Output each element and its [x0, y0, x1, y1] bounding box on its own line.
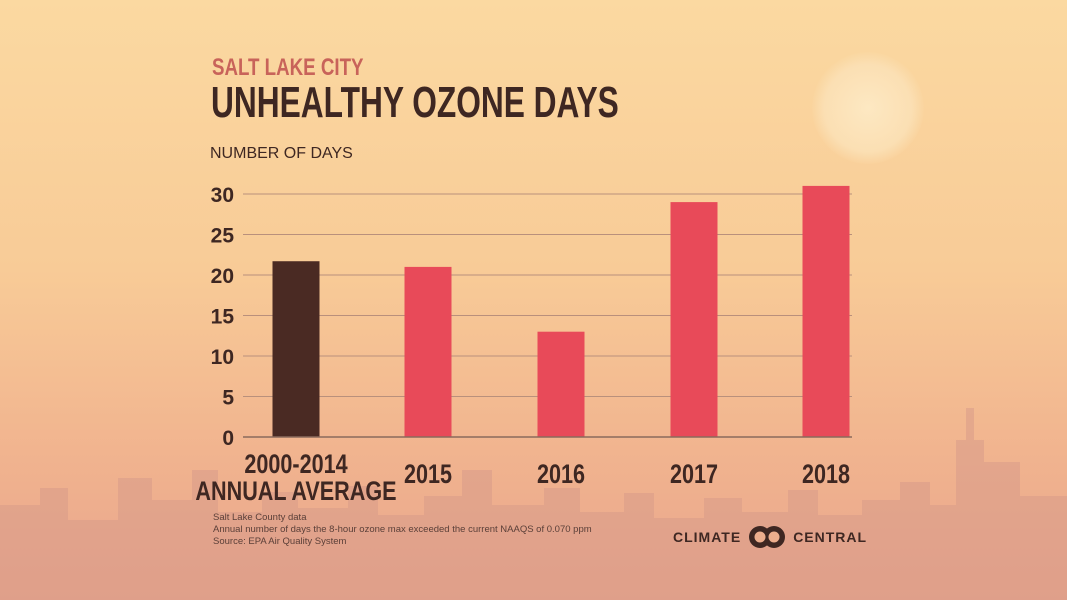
footnote-data-note: Salt Lake County data [213, 512, 307, 523]
brand-right-text: CENTRAL [793, 529, 868, 545]
y-tick-label: 15 [211, 306, 235, 329]
x-category-label: 2000-2014 ANNUAL AVERAGE [195, 450, 396, 507]
y-tick-label: 0 [222, 427, 234, 450]
sun-glow [812, 52, 924, 164]
y-tick-label: 30 [211, 184, 234, 207]
x-category-label: 2015 [404, 460, 452, 490]
x-category-label: 2018 [802, 460, 850, 490]
footnote: Salt Lake County data Annual number of d… [213, 512, 592, 548]
brand-left-text: CLIMATE [673, 529, 742, 545]
interlocking-rings-icon [749, 526, 786, 548]
footnote-definition: Annual number of days the 8-hour ozone m… [213, 524, 592, 535]
y-axis-label: NUMBER OF DAYS [210, 145, 353, 162]
bar-3 [670, 202, 718, 437]
y-tick-label: 5 [222, 387, 234, 410]
footnote-source: Source: EPA Air Quality System [213, 536, 347, 547]
x-category-label: 2017 [670, 460, 718, 490]
x-category-label: 2016 [537, 460, 585, 490]
chart-subtitle: SALT LAKE CITY [212, 54, 364, 81]
climate-central-logo: CLIMATE CENTRAL [673, 524, 867, 550]
bar-2 [537, 331, 585, 437]
bar-1 [404, 266, 452, 437]
chart-title: UNHEALTHY OZONE DAYS [211, 78, 619, 127]
y-tick-label: 25 [211, 225, 235, 248]
bar-0 [272, 261, 320, 437]
y-tick-label: 10 [211, 346, 234, 369]
bar-4 [802, 185, 850, 437]
y-tick-label: 20 [211, 265, 234, 288]
